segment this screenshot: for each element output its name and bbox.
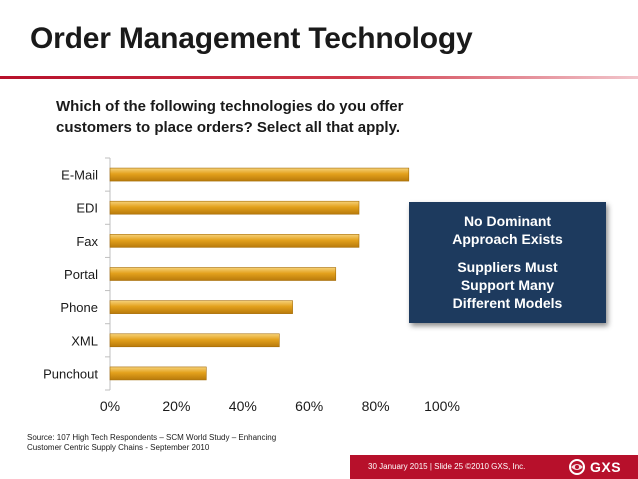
category-label: E-Mail [61,168,98,183]
x-tick-label: 20% [162,398,190,414]
x-tick-label: 0% [100,398,120,414]
bar-edi [109,200,360,215]
bar-portal [109,267,337,281]
bar-e-mail [109,167,410,182]
footer-bar: 30 January 2015 | Slide 25 ©2010 GXS, In… [350,455,638,479]
question-line-1: Which of the following technologies do y… [56,98,404,115]
x-tick-label: 80% [362,398,390,414]
callout-line-2: Approach Exists [452,231,563,247]
callout-line-1: No Dominant [463,213,552,229]
footer-text: 30 January 2015 | Slide 25 ©2010 GXS, In… [368,462,526,471]
category-label: Punchout [43,366,98,381]
callout-box: No Dominant Approach Exists Suppliers Mu… [409,202,606,323]
bar-fax [109,234,360,248]
bar-punchout [109,366,207,381]
bar-phone [109,300,293,314]
category-label: Fax [76,234,98,249]
category-label: XML [71,333,98,348]
page-title: Order Management Technology [30,22,473,55]
x-tick-label: 60% [295,398,323,414]
callout-body: Suppliers Must Support Many Different Mo… [409,258,606,312]
x-tick-label: 100% [424,398,460,414]
gxs-logo-text: GXS [590,459,622,475]
category-label: Phone [60,300,98,315]
callout-line-5: Different Models [452,295,563,311]
source-line-1: Source: 107 High Tech Respondents – SCM … [27,433,277,442]
source-line-2: Customer Centric Supply Chains - Septemb… [27,443,210,452]
category-label: Portal [64,267,98,282]
callout-line-4: Support Many [460,277,555,293]
callout-line-3: Suppliers Must [457,259,558,275]
callout-heading: No Dominant Approach Exists [409,212,606,248]
survey-question: Which of the following technologies do y… [56,96,476,138]
question-line-2: customers to place orders? Select all th… [56,119,400,136]
x-tick-label: 40% [229,398,257,414]
bar-xml [109,333,280,348]
title-divider [0,76,638,79]
gxs-logo: GXS [568,458,621,476]
category-label: EDI [76,201,98,216]
gxs-logo-icon [569,459,585,475]
source-note: Source: 107 High Tech Respondents – SCM … [27,433,327,453]
